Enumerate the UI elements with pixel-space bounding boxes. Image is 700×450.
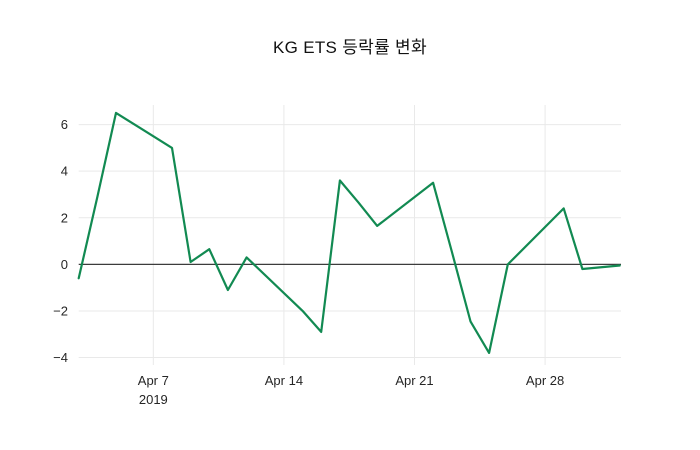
y-tick-label: 0: [61, 257, 68, 272]
x-tick-label: Apr 28: [526, 373, 564, 388]
x-tick-year-label: 2019: [139, 392, 168, 407]
y-tick-label: 6: [61, 117, 68, 132]
x-tick-label: Apr 21: [395, 373, 433, 388]
chart-title: KG ETS 등락률 변화: [273, 38, 427, 57]
y-tick-label: −2: [53, 303, 68, 318]
y-tick-label: −4: [53, 350, 68, 365]
data-line[interactable]: [77, 111, 621, 354]
y-tick-label: 2: [61, 210, 68, 225]
x-tick-label: Apr 14: [265, 373, 303, 388]
x-tick-label: Apr 7: [138, 373, 169, 388]
y-tick-label: 4: [61, 164, 68, 179]
